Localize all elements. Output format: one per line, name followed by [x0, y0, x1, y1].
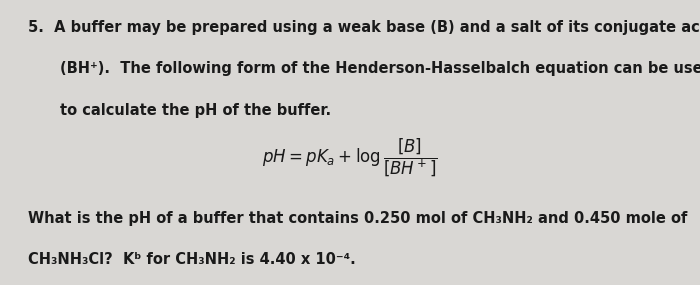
Text: CH₃NH₃Cl?  Kᵇ for CH₃NH₂ is 4.40 x 10⁻⁴.: CH₃NH₃Cl? Kᵇ for CH₃NH₂ is 4.40 x 10⁻⁴.	[28, 252, 356, 267]
Text: 5.  A buffer may be prepared using a weak base (B) and a salt of its conjugate a: 5. A buffer may be prepared using a weak…	[28, 20, 700, 35]
Text: What is the pH of a buffer that contains 0.250 mol of CH₃NH₂ and 0.450 mole of: What is the pH of a buffer that contains…	[28, 211, 687, 226]
Text: (BH⁺).  The following form of the Henderson-Hasselbalch equation can be used: (BH⁺). The following form of the Henders…	[60, 61, 700, 76]
Text: $\mathit{pH} = pK_a + \log\dfrac{[B]}{[BH^+]}$: $\mathit{pH} = pK_a + \log\dfrac{[B]}{[B…	[262, 137, 438, 179]
Text: to calculate the pH of the buffer.: to calculate the pH of the buffer.	[60, 103, 330, 118]
